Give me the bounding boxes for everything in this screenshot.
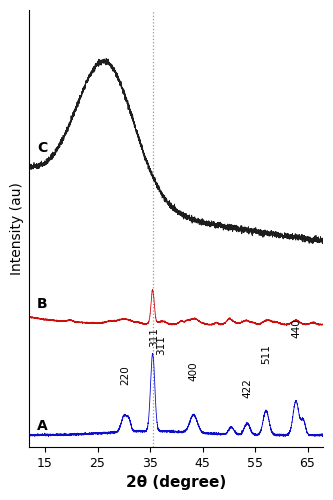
Y-axis label: Intensity (au): Intensity (au) <box>10 182 24 275</box>
Text: C: C <box>37 142 47 156</box>
X-axis label: 2θ (degree): 2θ (degree) <box>126 476 226 490</box>
Text: 311: 311 <box>149 327 159 346</box>
Text: B: B <box>37 297 48 311</box>
Text: 311: 311 <box>156 336 166 355</box>
Text: 220: 220 <box>120 366 130 385</box>
Text: 511: 511 <box>261 344 271 364</box>
Text: 400: 400 <box>188 362 198 381</box>
Text: 440: 440 <box>291 318 301 338</box>
Text: A: A <box>37 418 48 432</box>
Text: 422: 422 <box>242 378 252 398</box>
